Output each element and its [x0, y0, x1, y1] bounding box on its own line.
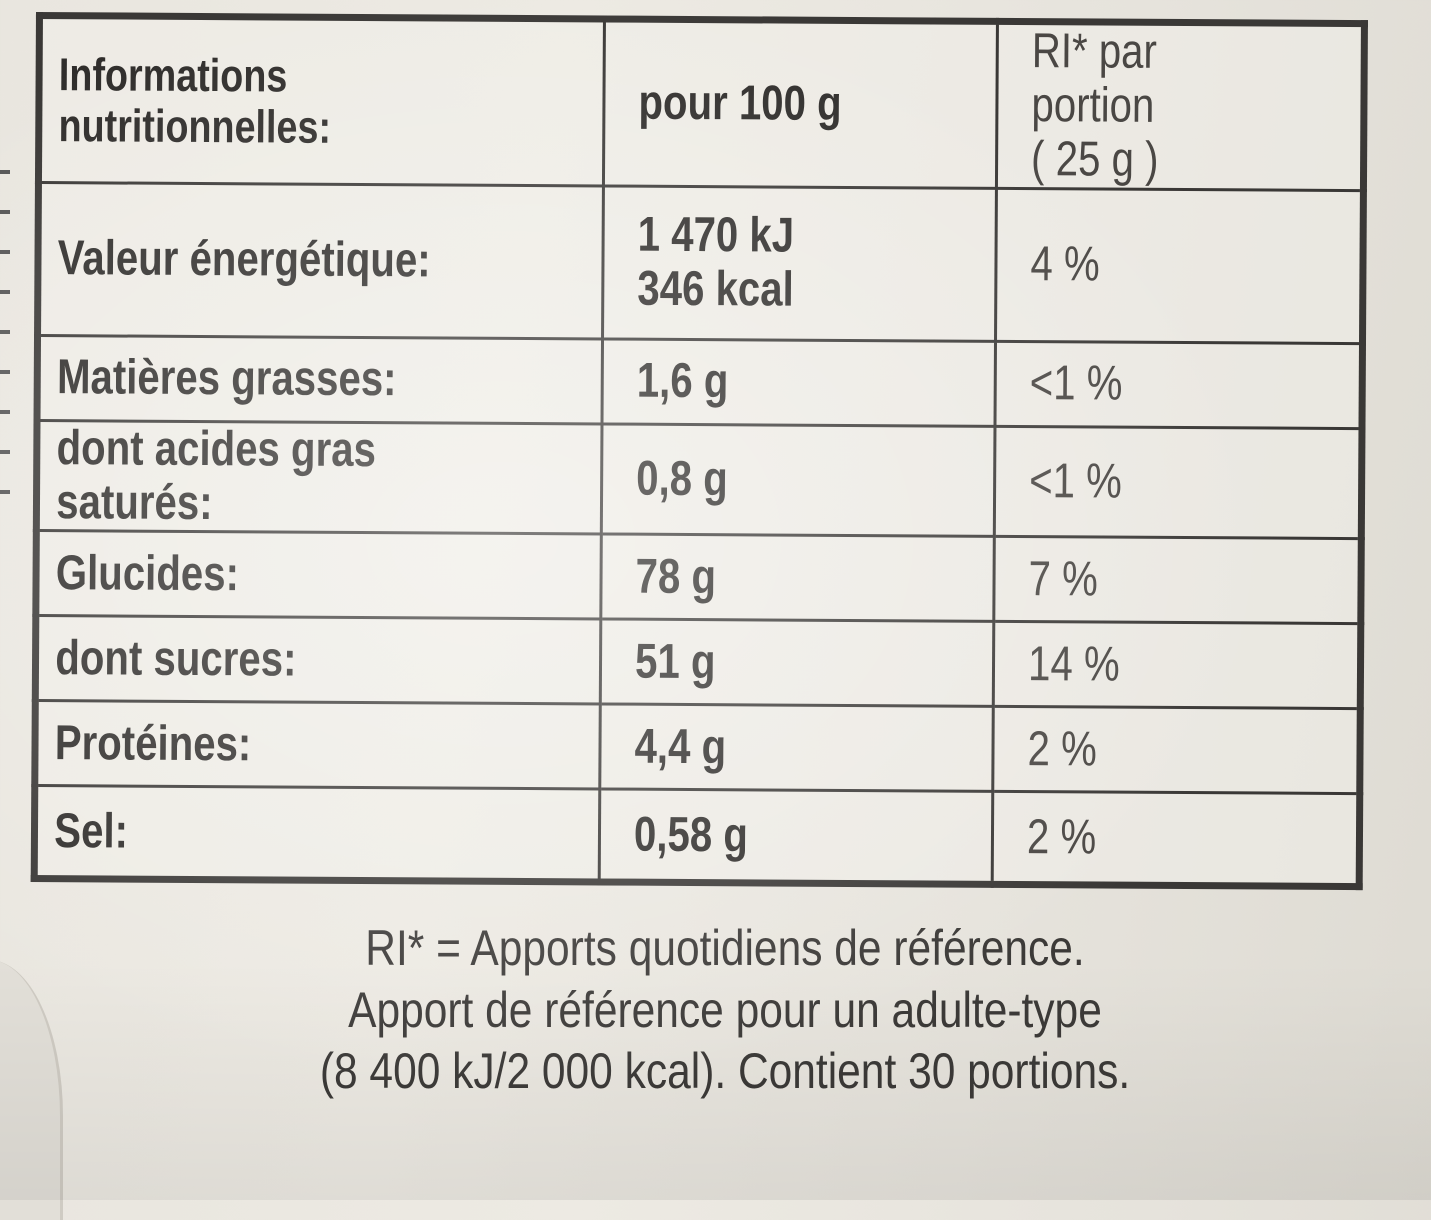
- nutrient-value: 51 g: [600, 619, 924, 707]
- footnote-line: RI* = Apports quotidiens de référence.: [365, 920, 1085, 976]
- table-row: Sel: 0,58 g 2 %: [34, 785, 1360, 887]
- table-row: dont sucres: 51 g 14 %: [35, 615, 1360, 709]
- nutrition-facts-table: Informations nutritionnelles: pour 100 g…: [30, 12, 1368, 891]
- nutrient-ri: 14 %: [993, 621, 1295, 709]
- nutrient-ri: <1 %: [994, 426, 1296, 539]
- nutrient-value: 1 470 kJ 346 kcal: [602, 185, 926, 341]
- energy-kj: 1 470 kJ: [637, 207, 794, 263]
- table-row: Matières grasses: 1,6 g <1 %: [37, 335, 1362, 428]
- header-per-100g: pour 100 g: [603, 18, 927, 188]
- nutrient-value: 4,4 g: [599, 704, 923, 792]
- nutrient-ri: 2 %: [992, 791, 1294, 887]
- nutrient-name: Matières grasses:: [37, 335, 501, 424]
- header-label: Informations nutritionnelles:: [38, 15, 503, 186]
- header-ri-line2: ( 25 g ): [1030, 131, 1159, 187]
- table-row: Protéines: 4,4 g 2 %: [34, 700, 1360, 794]
- nutrient-value: 1,6 g: [601, 338, 925, 426]
- nutrient-ri: 4 %: [995, 188, 1298, 343]
- nutrient-value: 0,58 g: [599, 789, 923, 885]
- nutrient-ri: 2 %: [992, 706, 1295, 794]
- package-curved-edge: [0, 960, 63, 1220]
- nutrient-value: 78 g: [600, 534, 924, 622]
- nutrient-ri: <1 %: [994, 341, 1297, 428]
- nutrient-name: Glucides:: [35, 530, 500, 619]
- table-row: Valeur énergétique: 1 470 kJ 346 kcal 4 …: [37, 182, 1364, 343]
- package-edge-marks: [0, 170, 10, 500]
- nutrient-name: dont acides gras saturés:: [36, 420, 501, 534]
- reference-intake-footnote: RI* = Apports quotidiens de référence. A…: [279, 918, 1172, 1103]
- table-row: Glucides: 78 g 7 %: [35, 530, 1361, 624]
- nutrient-value: 0,8 g: [601, 423, 925, 537]
- nutrient-name: Sel:: [34, 785, 499, 882]
- footnote-line: (8 400 kJ/2 000 kcal). Contient 30 porti…: [319, 1043, 1131, 1099]
- header-ri-line1: RI* par portion: [1030, 24, 1157, 133]
- table-row: dont acides gras saturés: 0,8 g <1 %: [36, 420, 1362, 539]
- nutrient-name: dont sucres:: [35, 615, 500, 704]
- nutrient-name: Valeur énergétique:: [37, 182, 502, 339]
- energy-kcal: 346 kcal: [636, 261, 794, 317]
- footnote-line: Apport de référence pour un adulte-type: [348, 981, 1102, 1038]
- nutrient-ri: 7 %: [993, 536, 1296, 624]
- header-ri-per-portion: RI* par portion ( 25 g ): [996, 21, 1299, 190]
- nutrient-name: Protéines:: [34, 700, 499, 789]
- table-header-row: Informations nutritionnelles: pour 100 g…: [38, 15, 1364, 191]
